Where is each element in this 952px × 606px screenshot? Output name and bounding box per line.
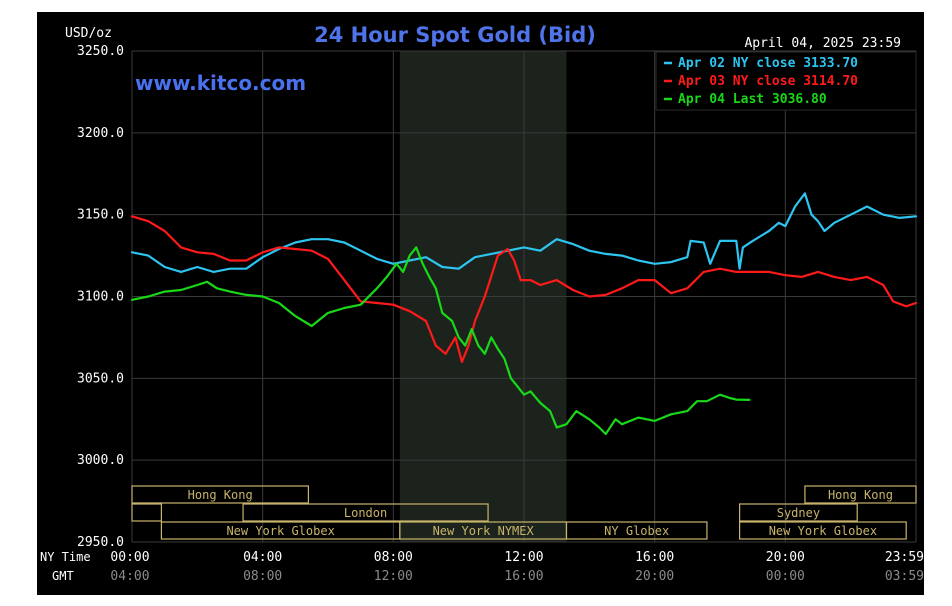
session-box <box>131 503 162 522</box>
y-axis-ticks: 3250.0 3200.0 3150.0 3100.0 3050.0 3000.0 2950… <box>77 44 124 550</box>
session-box <box>738 521 907 540</box>
series-line-1 <box>130 215 918 364</box>
session-box <box>131 485 309 504</box>
session-box <box>738 503 858 522</box>
x-tick-label-ny: 04:00 <box>243 550 282 565</box>
y-tick-label: 3200.0 <box>77 126 124 141</box>
legend-entry: Apr 04 Last 3036.80 <box>678 92 827 107</box>
x-tick-label-ny: 23:59 <box>885 550 924 565</box>
session-label: New York Globex <box>769 524 877 538</box>
legend-entry: Apr 03 NY close 3114.70 <box>678 74 858 89</box>
x-tick-label-gmt: 03:59 <box>885 569 924 584</box>
grid-lines <box>131 50 917 543</box>
x-tick-label-ny: 08:00 <box>374 550 413 565</box>
x-tick-label-gmt: 16:00 <box>504 569 543 584</box>
legend: Apr 02 NY close 3133.70 Apr 03 NY close 3… <box>655 51 917 111</box>
y-tick-label: 3250.0 <box>77 44 124 59</box>
x-axis-ticks: 00:00 04:00 04:00 08:00 08:00 12:00 12:00 16:00… <box>110 550 924 584</box>
y-tick-label: 3150.0 <box>77 208 124 223</box>
market-sessions: Hong Kong London New York Globex New York N… <box>131 485 917 540</box>
y-tick-label: 3100.0 <box>77 290 124 305</box>
x-tick-label-ny: 16:00 <box>635 550 674 565</box>
date-label: April 04, 2025 23:59 <box>744 36 901 51</box>
x-tick-label-ny: 20:00 <box>766 550 805 565</box>
ny-time-label: NY Time <box>40 550 91 564</box>
legend-entry: Apr 02 NY close 3133.70 <box>678 56 858 71</box>
y-unit-label: USD/oz <box>65 26 112 41</box>
session-box <box>804 485 917 504</box>
x-tick-label-gmt: 12:00 <box>374 569 413 584</box>
session-label: NY Globex <box>604 524 669 538</box>
x-tick-label-gmt: 04:00 <box>110 569 149 584</box>
y-tick-label: 3000.0 <box>77 453 124 468</box>
x-tick-label-ny: 12:00 <box>504 550 543 565</box>
price-series <box>130 192 918 436</box>
session-label: New York Globex <box>226 524 334 538</box>
watermark: www.kitco.com <box>135 71 306 95</box>
x-tick-label-gmt: 08:00 <box>243 569 282 584</box>
session-label: Hong Kong <box>188 488 253 502</box>
series-line-2 <box>130 246 751 436</box>
session-box <box>242 503 489 522</box>
x-tick-label-ny: 00:00 <box>110 550 149 565</box>
session-label: Sydney <box>777 506 820 520</box>
x-tick-label-gmt: 00:00 <box>766 569 805 584</box>
session-box <box>565 521 708 540</box>
gmt-label: GMT <box>52 569 74 583</box>
session-label: New York NYMEX <box>433 524 535 538</box>
y-tick-label: 3050.0 <box>77 371 124 386</box>
x-tick-label-gmt: 20:00 <box>635 569 674 584</box>
chart-title: 24 Hour Spot Gold (Bid) <box>314 23 596 47</box>
session-label: London <box>344 506 387 520</box>
session-label: Hong Kong <box>828 488 893 502</box>
y-tick-label: 2950.0 <box>77 535 124 550</box>
legend-box <box>655 51 917 111</box>
